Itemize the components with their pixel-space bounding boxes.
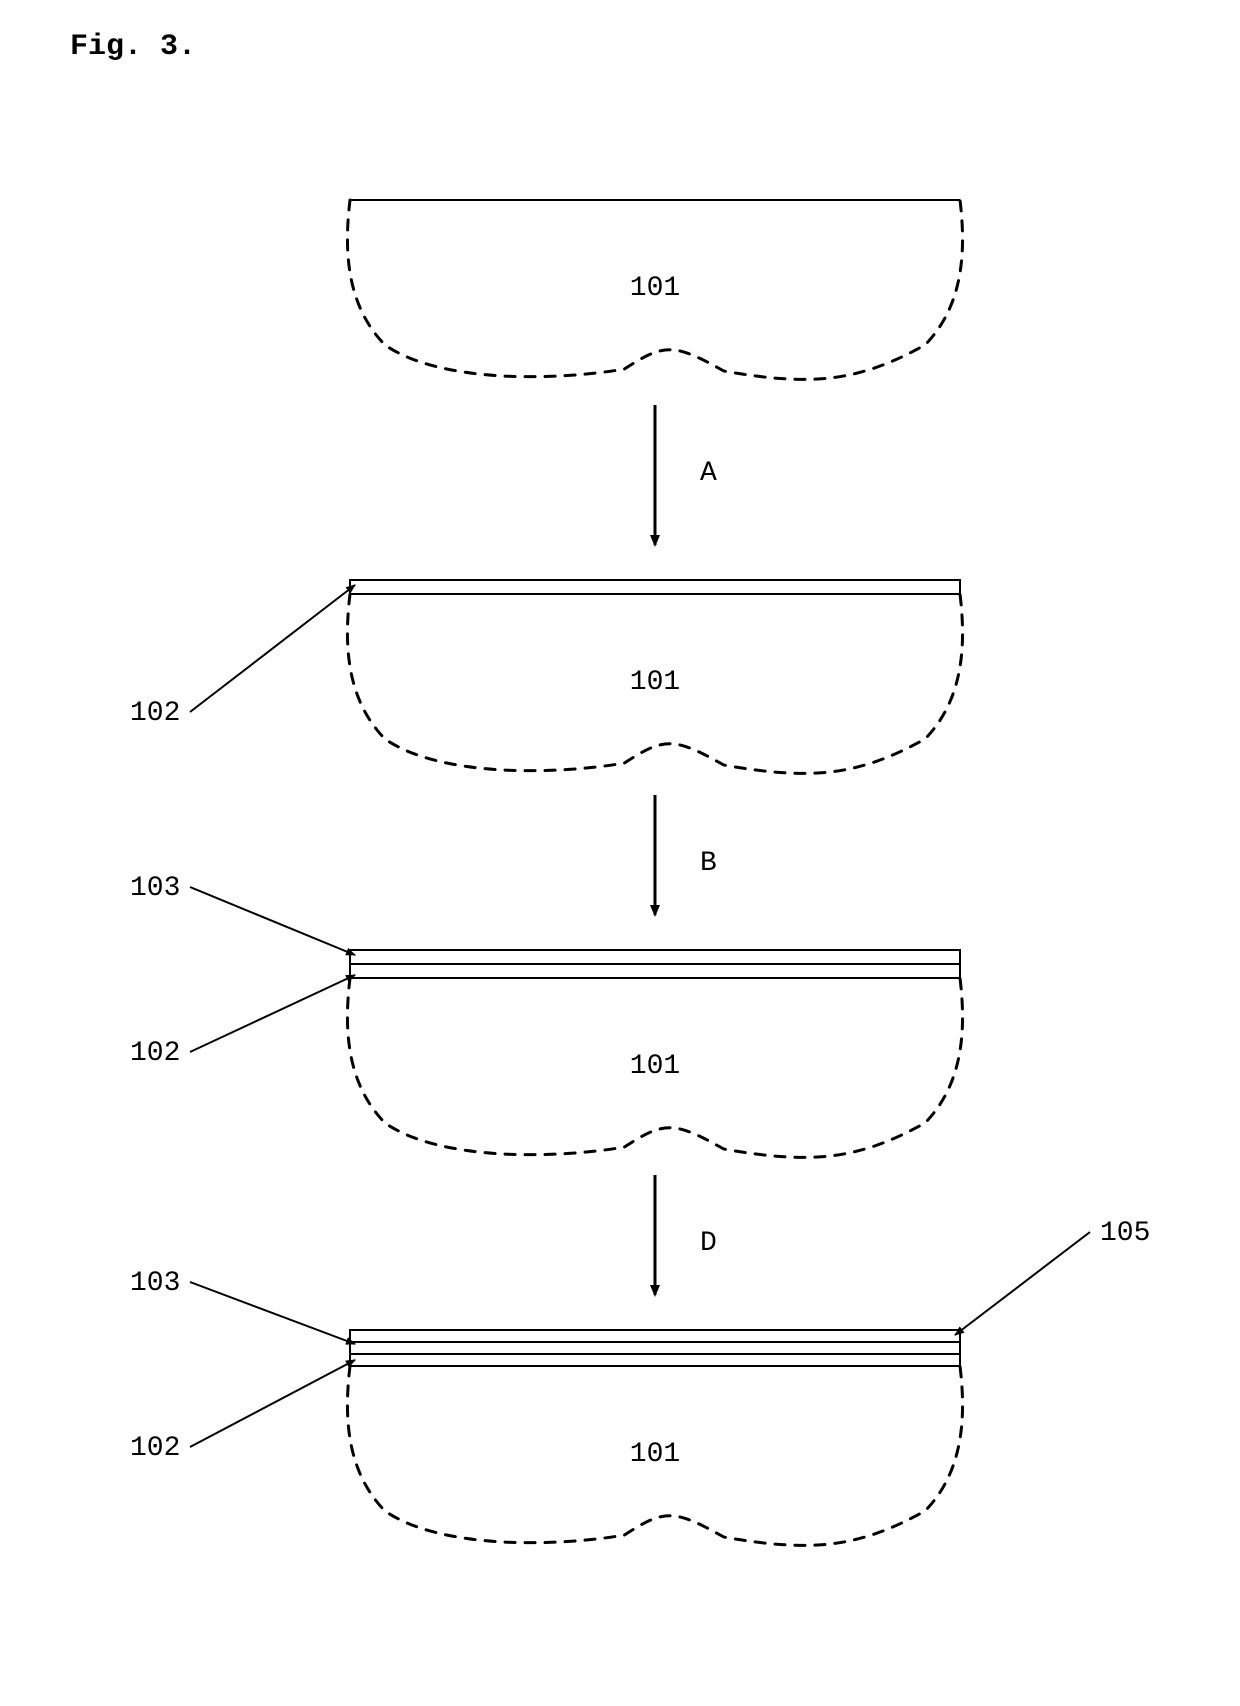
substrate-label: 101 <box>630 667 680 698</box>
layer-rect <box>350 580 960 594</box>
leader-label: 102 <box>130 1433 180 1464</box>
substrate-label: 101 <box>630 1439 680 1470</box>
substrate-label: 101 <box>630 273 680 304</box>
substrate-label: 101 <box>630 1051 680 1082</box>
leader-label: 102 <box>130 698 180 729</box>
layer-rect <box>350 1354 960 1366</box>
layer-rect <box>350 950 960 964</box>
layer-rect <box>350 1342 960 1354</box>
step-arrow-label: A <box>700 458 717 489</box>
diagram-svg: 101 101 102 101 103 102 101 103 102 105 A B D <box>0 0 1240 1706</box>
leader-label: 103 <box>130 1268 180 1299</box>
leader-label: 103 <box>130 873 180 904</box>
leader-line <box>190 975 355 1052</box>
step-arrow-label: D <box>700 1228 717 1259</box>
layer-rect <box>350 964 960 978</box>
leader-line <box>190 1360 355 1447</box>
leader-label: 102 <box>130 1038 180 1069</box>
leader-line <box>955 1232 1090 1335</box>
leader-label: 105 <box>1100 1218 1150 1249</box>
step-arrow-label: B <box>700 848 717 879</box>
leader-line <box>190 1282 355 1344</box>
leader-line <box>190 585 355 712</box>
layer-rect <box>350 1330 960 1342</box>
leader-line <box>190 887 355 955</box>
